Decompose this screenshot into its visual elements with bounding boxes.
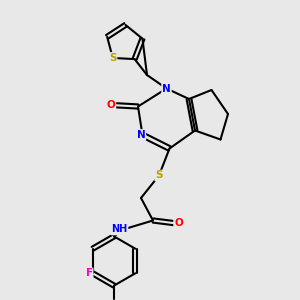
Text: F: F bbox=[85, 268, 93, 278]
Text: O: O bbox=[174, 218, 183, 229]
Text: NH: NH bbox=[111, 224, 128, 235]
Text: S: S bbox=[109, 53, 116, 63]
Text: N: N bbox=[162, 83, 171, 94]
Text: S: S bbox=[155, 170, 163, 181]
Text: N: N bbox=[136, 130, 146, 140]
Text: O: O bbox=[106, 100, 116, 110]
